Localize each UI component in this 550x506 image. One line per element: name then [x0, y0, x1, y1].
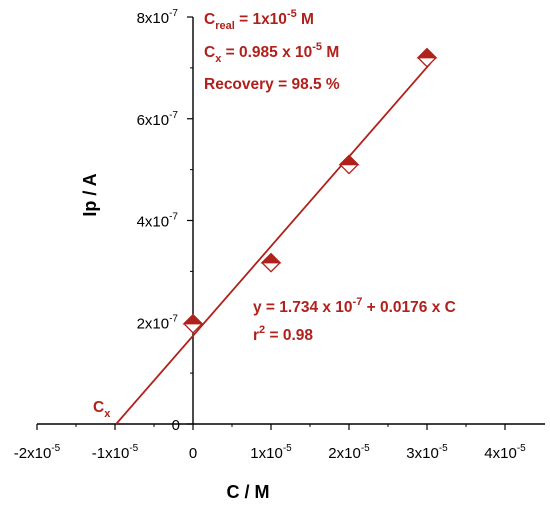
- x-axis-title: C / M: [227, 482, 270, 502]
- r-squared: r2 = 0.98: [253, 324, 313, 344]
- x-tick-label: 1x10-5: [250, 443, 292, 462]
- data-point: [260, 252, 282, 273]
- fit-line: [115, 62, 432, 425]
- x-tick-label: 3x10-5: [406, 443, 448, 462]
- c-x-annotation: Cx = 0.985 x 10-5 M: [204, 41, 339, 65]
- c-real-annotation: Creal = 1x10-5 M: [204, 8, 314, 32]
- data-point: [182, 313, 204, 334]
- data-point: [338, 154, 360, 175]
- data-points: [182, 47, 438, 334]
- y-axis-title: Ip / A: [80, 173, 100, 216]
- y-tick-label: 2x10-7: [137, 313, 179, 332]
- x-tick-label: 0: [189, 445, 197, 462]
- x-tick-label: -2x10-5: [14, 443, 61, 462]
- y-tick-label: 4x10-7: [137, 212, 179, 231]
- fit-equation: y = 1.734 x 10-7 + 0.0176 x C: [253, 296, 456, 316]
- y-tick-label: 8x10-7: [137, 8, 179, 27]
- cx-intercept-label: Cx: [93, 399, 111, 420]
- y-tick-label: 6x10-7: [137, 110, 179, 129]
- y-axis-ticks: 0 2x10-7 4x10-7 6x10-7 8x10-7: [137, 8, 193, 434]
- x-axis-ticks: -2x10-5 -1x10-5 0 1x10-5 2x10-5 3x10-5 4x10-5: [14, 424, 526, 462]
- data-point: [416, 47, 438, 68]
- x-tick-label: 2x10-5: [328, 443, 370, 462]
- x-tick-label: -1x10-5: [92, 443, 139, 462]
- x-tick-label: 4x10-5: [484, 443, 526, 462]
- recovery-annotation: Recovery = 98.5 %: [204, 76, 340, 93]
- y-tick-label: 0: [172, 417, 180, 434]
